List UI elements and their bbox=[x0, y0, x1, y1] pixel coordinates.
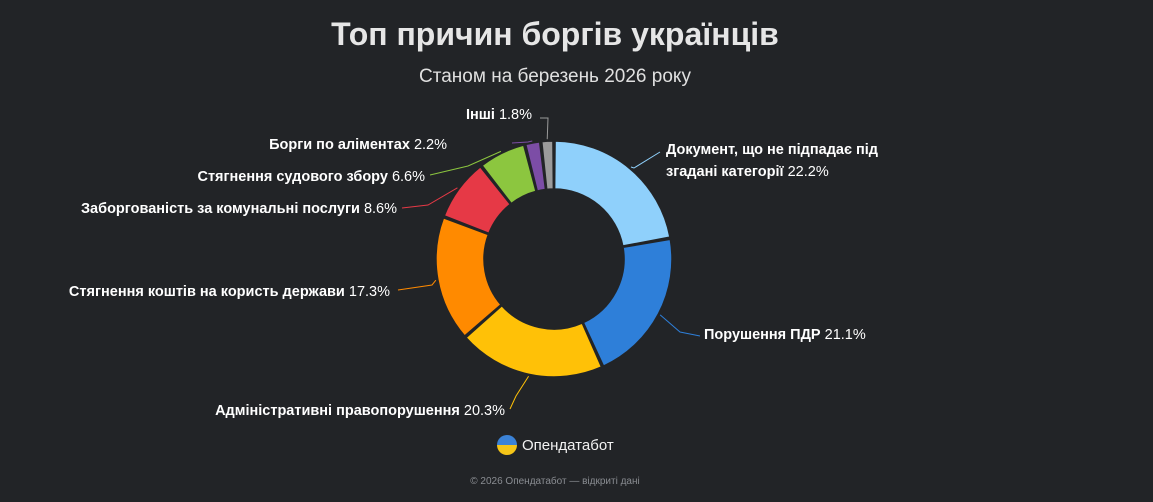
slice-label-value: 2.2% bbox=[414, 137, 447, 153]
slice-label-name: Стягнення судового збору bbox=[197, 169, 391, 185]
slice-label: Стягнення коштів на користь держави 17.3… bbox=[69, 284, 390, 300]
donut-slice[interactable] bbox=[435, 217, 502, 337]
slice-label-name: Стягнення коштів на користь держави bbox=[69, 284, 349, 300]
slice-label-value: 20.3% bbox=[464, 403, 505, 419]
slice-label-value: 1.8% bbox=[499, 107, 532, 123]
brand-name: Опендатабот bbox=[522, 436, 614, 454]
leader-line bbox=[509, 376, 530, 410]
slice-label-name: Адміністративні правопорушення bbox=[215, 403, 464, 419]
donut-slice[interactable] bbox=[465, 304, 603, 378]
donut-slice[interactable] bbox=[541, 140, 555, 191]
slice-label: Заборгованість за комунальні послуги 8.6… bbox=[81, 201, 397, 217]
slice-label-name: Борги по аліментах bbox=[269, 137, 414, 153]
chart-title: Топ причин боргів українців bbox=[331, 16, 779, 52]
donut-slice[interactable] bbox=[524, 141, 547, 192]
slice-label-name: Заборгованість за комунальні послуги bbox=[81, 201, 364, 217]
brand-logo-icon bbox=[497, 435, 517, 455]
slice-label: Стягнення судового збору 6.6% bbox=[197, 169, 425, 185]
leader-line bbox=[397, 279, 437, 291]
footer-text: © 2026 Опендатабот — відкриті дані bbox=[470, 476, 640, 487]
donut-slice[interactable] bbox=[553, 140, 671, 247]
slice-label-value: 22.2% bbox=[788, 164, 829, 180]
leader-line bbox=[659, 314, 701, 337]
donut-slice[interactable] bbox=[443, 166, 512, 235]
slice-label: Борги по аліментах 2.2% bbox=[269, 137, 447, 153]
leader-line bbox=[401, 187, 458, 209]
chart-subtitle: Станом на березень 2026 року bbox=[419, 66, 691, 87]
leader-line bbox=[630, 151, 661, 169]
slice-label-name: Інші bbox=[466, 107, 499, 123]
slice-label-name: згадані категорії bbox=[666, 164, 788, 180]
slice-label-value: 21.1% bbox=[825, 327, 866, 343]
donut-slice[interactable] bbox=[481, 144, 537, 205]
slice-label-value: 6.6% bbox=[392, 169, 425, 185]
leader-line bbox=[429, 150, 502, 176]
slice-label: Порушення ПДР 21.1% bbox=[704, 327, 866, 343]
leader-line bbox=[511, 140, 533, 144]
slice-label-name: Порушення ПДР bbox=[704, 327, 825, 343]
slice-label-name: Документ, що не підпадає під bbox=[666, 142, 878, 158]
leader-line bbox=[540, 117, 549, 140]
slice-label: Адміністративні правопорушення 20.3% bbox=[215, 403, 505, 419]
slice-label: Документ, що не підпадає під згадані кате… bbox=[666, 142, 878, 180]
slice-label: Інші 1.8% bbox=[466, 107, 532, 123]
slice-label-value: 17.3% bbox=[349, 284, 390, 300]
donut-slice[interactable] bbox=[582, 238, 673, 367]
slice-label-value: 8.6% bbox=[364, 201, 397, 217]
brand: Опендатабот bbox=[497, 435, 614, 455]
